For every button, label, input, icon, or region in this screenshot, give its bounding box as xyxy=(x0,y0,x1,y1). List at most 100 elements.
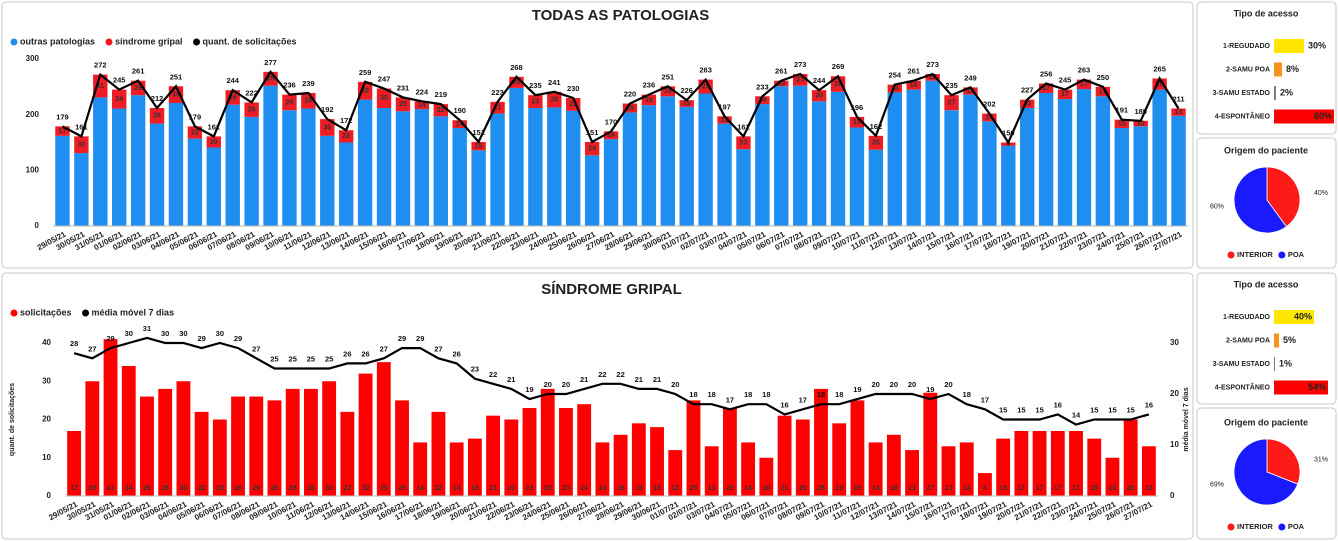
category-label: 2-SAMU POA xyxy=(1226,66,1270,73)
bar xyxy=(1069,430,1083,496)
bar xyxy=(603,131,619,140)
bar xyxy=(540,388,555,496)
legend-marker xyxy=(1278,523,1286,531)
bar xyxy=(358,373,373,496)
bar xyxy=(906,80,921,90)
bar xyxy=(339,130,354,143)
bar xyxy=(906,89,921,226)
line-value-label: 151 xyxy=(586,128,599,137)
category-label: 3-SAMU ESTADO xyxy=(1213,361,1271,368)
bar xyxy=(1105,457,1120,496)
bar xyxy=(413,442,428,496)
bar-value-label: 21 xyxy=(494,105,502,112)
bar xyxy=(1171,108,1186,116)
bar xyxy=(660,96,675,227)
bar-value-label: 17 xyxy=(1042,85,1050,92)
line-value-label: 16 xyxy=(780,400,788,409)
bar-value-label: 22 xyxy=(191,129,199,136)
bar xyxy=(176,381,191,496)
line-value-label: 161 xyxy=(737,122,750,131)
bar-value-label: 6 xyxy=(983,485,987,492)
line-value-label: 27 xyxy=(88,344,96,353)
bar xyxy=(1152,89,1167,226)
line-value-label: 18 xyxy=(817,390,825,399)
bar-value-label: 19 xyxy=(635,485,643,492)
y-axis-title: quant. de solicitações xyxy=(9,383,16,456)
line xyxy=(61,69,1180,145)
bar xyxy=(660,86,675,97)
bar-value-label: 34 xyxy=(125,485,133,492)
line-value-label: 151 xyxy=(472,128,485,137)
bar xyxy=(1057,99,1073,226)
line-value-label: 15 xyxy=(1035,405,1043,414)
bar-value-label: 14 xyxy=(456,121,464,128)
bar-value-label: 25 xyxy=(398,485,406,492)
bar xyxy=(55,126,70,136)
bar xyxy=(736,136,751,150)
bar-value-label: 10 xyxy=(1109,485,1117,492)
bar xyxy=(679,106,694,226)
legend-marker xyxy=(1227,251,1235,259)
line-value-label: 15 xyxy=(1017,405,1025,414)
bar-value-label: 20 xyxy=(513,79,521,86)
bar xyxy=(698,93,713,226)
line-value-label: 16 xyxy=(1054,400,1062,409)
bar xyxy=(679,100,694,107)
bar xyxy=(376,362,391,496)
bar xyxy=(74,153,89,226)
line-value-label: 235 xyxy=(945,81,958,90)
pie-label: 40% xyxy=(1314,190,1328,197)
line-value-label: 247 xyxy=(378,74,391,83)
bar xyxy=(467,438,482,496)
bar xyxy=(941,446,956,496)
bar xyxy=(528,107,543,226)
bar xyxy=(722,408,737,496)
bar xyxy=(603,139,619,226)
line-value-label: 189 xyxy=(1134,107,1147,116)
line-value-label: 162 xyxy=(870,122,883,131)
bar-value-label: 17 xyxy=(1080,81,1088,88)
bar xyxy=(717,123,732,226)
bar xyxy=(1114,119,1129,129)
bar xyxy=(905,450,919,496)
line-value-label: 18 xyxy=(689,390,697,399)
line-value-label: 18 xyxy=(744,390,752,399)
bar xyxy=(923,392,938,496)
bar-value-label: 28 xyxy=(550,96,558,103)
bar-value-label: 34 xyxy=(115,96,123,103)
value-label: 40% xyxy=(1294,311,1312,321)
bar xyxy=(225,104,240,226)
bar-value-label: 16 xyxy=(617,485,625,492)
bar xyxy=(263,85,278,226)
line-value-label: 244 xyxy=(226,76,239,85)
bar-value-label: 25 xyxy=(854,485,862,492)
bar xyxy=(1274,62,1282,77)
bar-value-label: 15 xyxy=(471,485,479,492)
bar xyxy=(112,89,127,109)
bar xyxy=(1038,83,1054,93)
line-value-label: 22 xyxy=(616,370,624,379)
bar xyxy=(112,108,127,226)
line-value-label: 170 xyxy=(605,117,618,126)
bar-value-label: 25 xyxy=(690,485,698,492)
bar xyxy=(322,381,337,496)
bar-value-label: 23 xyxy=(526,485,534,492)
line-value-label: 22 xyxy=(489,370,497,379)
bar-value-label: 19 xyxy=(645,97,653,104)
bar-value-label: 21 xyxy=(489,485,497,492)
bar xyxy=(963,87,978,95)
bar xyxy=(194,411,209,496)
bar-value-label: 17 xyxy=(1017,485,1025,492)
bar-value-label: 15 xyxy=(1118,121,1126,128)
bar-value-label: 13 xyxy=(1145,485,1153,492)
bar xyxy=(622,112,638,226)
line-value-label: 202 xyxy=(983,100,996,109)
bar xyxy=(1114,128,1129,226)
line-value-label: 16 xyxy=(1145,400,1153,409)
bar-value-label: 19 xyxy=(835,485,843,492)
pie-label: 69% xyxy=(1210,481,1224,488)
value-label: 2% xyxy=(1280,87,1293,97)
bar xyxy=(339,142,354,226)
line-value-label: 27 xyxy=(434,344,442,353)
bar-value-label: 23 xyxy=(531,98,539,105)
